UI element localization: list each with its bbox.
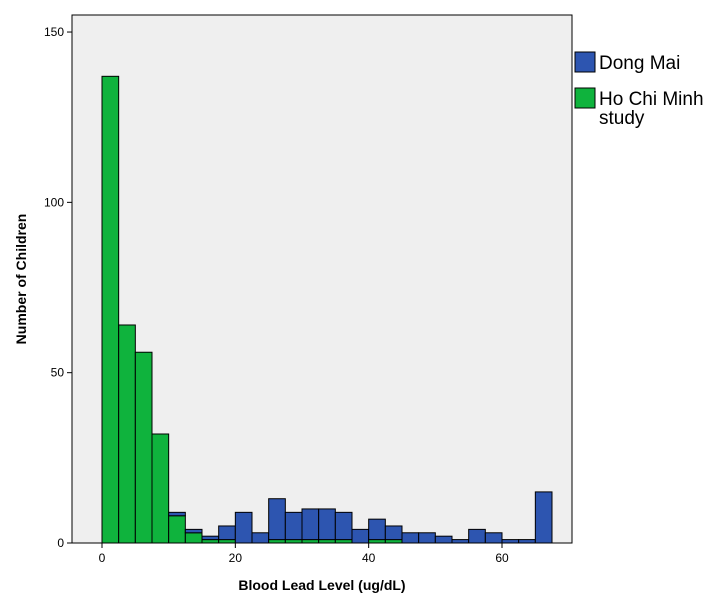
bar-hcm-10 <box>268 539 286 544</box>
bar-dongmai-20 <box>434 535 453 544</box>
x-tick-label: 60 <box>495 551 509 565</box>
x-axis-title: Blood Lead Level (ug/dL) <box>238 577 405 593</box>
bar-dongmai-22 <box>468 528 486 544</box>
bar-dongmai-11 <box>284 511 303 541</box>
bar-dongmai-24 <box>501 539 520 544</box>
bar-dongmai-6 <box>201 535 220 541</box>
bar-hcm-5 <box>184 532 203 544</box>
bar-dongmai-15 <box>351 528 370 544</box>
bar-hcm-11 <box>284 539 303 544</box>
bar-dongmai-23 <box>484 532 503 544</box>
bar-dongmai-9 <box>251 532 270 544</box>
axes-group: 0 50 100 150 0 20 40 60 <box>44 25 509 565</box>
bar-hcm-13 <box>318 539 336 544</box>
legend-label: Dong Mai <box>599 53 680 74</box>
bar-dongmai-10 <box>268 498 286 541</box>
bar-dongmai-4 <box>168 511 186 517</box>
y-tick-label: 150 <box>44 25 64 39</box>
x-tick-label: 0 <box>99 551 106 565</box>
bar-dongmai-21 <box>451 539 470 544</box>
bar-dongmai-18 <box>401 532 420 544</box>
x-tick-label: 40 <box>362 551 376 565</box>
legend-label: study <box>599 108 645 129</box>
bar-dongmai-8 <box>234 511 253 544</box>
bar-dongmai-16 <box>368 518 386 541</box>
bar-hcm-1 <box>118 324 136 544</box>
bar-dongmai-12 <box>301 508 320 541</box>
bar-hcm-14 <box>334 539 353 544</box>
x-tick-label: 20 <box>229 551 243 565</box>
bar-dongmai-26 <box>534 491 553 544</box>
bar-dongmai-7 <box>218 525 236 541</box>
bar-hcm-16 <box>368 539 386 544</box>
legend-label: Ho Chi Minh <box>599 89 704 110</box>
y-tick-label: 50 <box>51 366 65 380</box>
bar-dongmai-17 <box>384 525 403 541</box>
bar-hcm-12 <box>301 539 320 544</box>
bar-hcm-0 <box>101 75 120 544</box>
bar-dongmai-25 <box>518 539 536 544</box>
bar-hcm-6 <box>201 539 220 544</box>
bar-hcm-3 <box>151 433 170 544</box>
bar-hcm-17 <box>384 539 403 544</box>
bar-dongmai-5 <box>184 528 203 534</box>
bar-hcm-7 <box>218 539 236 544</box>
bar-hcm-4 <box>168 515 186 544</box>
legend-swatch <box>574 87 596 109</box>
bar-hcm-2 <box>134 351 153 544</box>
y-axis-title: Number of Children <box>13 214 29 345</box>
bars-group <box>101 75 553 544</box>
bar-dongmai-19 <box>418 532 436 544</box>
legend-swatch <box>574 51 596 73</box>
y-tick-label: 0 <box>57 536 64 550</box>
bar-dongmai-14 <box>334 511 353 541</box>
y-tick-label: 100 <box>44 195 64 209</box>
bar-dongmai-13 <box>318 508 336 541</box>
